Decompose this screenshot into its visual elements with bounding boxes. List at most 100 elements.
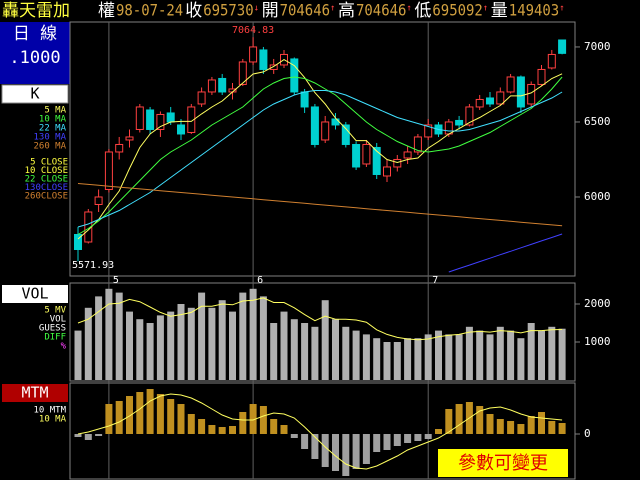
bar (167, 311, 175, 380)
candle-body (362, 143, 371, 165)
candle-body (393, 158, 402, 168)
candle-body (424, 124, 433, 138)
period-box (0, 22, 70, 84)
candle-body (413, 136, 422, 153)
legend-entry: 10 MA (39, 115, 67, 125)
bar (414, 434, 422, 441)
candle-body (310, 106, 319, 145)
bar (95, 296, 103, 380)
y-tick-label: 1000 (584, 335, 611, 348)
candle-body (197, 91, 206, 105)
candle-body (496, 91, 505, 105)
legend-entry: % (61, 342, 67, 352)
bar (404, 338, 412, 380)
bar (352, 330, 360, 380)
ma-line (77, 76, 563, 235)
bar (311, 326, 319, 380)
close-label: 5 CLOSE (30, 158, 68, 168)
header-name: 轟天雷加 (2, 1, 70, 21)
candle-body (558, 39, 567, 54)
candle-body (218, 77, 227, 93)
bar (177, 404, 185, 434)
header-mark: ↑ (559, 4, 564, 14)
bar (538, 330, 545, 380)
header-label: 量 (491, 1, 508, 21)
legend-entry: 130 MA (33, 133, 66, 143)
candle-body (94, 196, 103, 205)
y-tick-label: 6000 (584, 190, 611, 203)
legend-entry: 22 MA (39, 124, 67, 134)
bar (424, 334, 432, 380)
bar (280, 311, 288, 380)
bar (115, 401, 123, 434)
candle-body (516, 76, 525, 108)
header-mark: ↑ (483, 4, 488, 14)
candle-body (465, 106, 474, 126)
legend-entry: 10 MA (39, 415, 67, 425)
bar (208, 425, 216, 434)
bar (393, 434, 401, 446)
header-mark: ↑ (330, 4, 335, 14)
candle-body (455, 119, 464, 126)
bar (229, 426, 236, 434)
bar (538, 412, 545, 434)
bar (105, 404, 113, 434)
bar (332, 319, 339, 380)
bar (465, 326, 473, 380)
panel-title: VOL (21, 285, 48, 303)
candle-body (547, 53, 556, 69)
vol-box (2, 285, 68, 303)
bar (455, 404, 463, 434)
legend-entry: 5 MA (44, 106, 66, 116)
candle-body (383, 166, 391, 177)
candle-body (352, 143, 361, 168)
bar (74, 434, 82, 437)
bar (177, 304, 185, 380)
bar (548, 326, 556, 380)
bar (373, 338, 381, 380)
bar (548, 421, 556, 434)
header-label: 開 (262, 1, 279, 21)
bar (321, 434, 329, 467)
candle-body (486, 97, 494, 105)
candle-body (104, 151, 113, 190)
ma-line (77, 90, 563, 228)
bar (342, 434, 350, 476)
header-label: 收 (185, 1, 202, 21)
candle-body (475, 98, 484, 108)
bar (362, 334, 370, 380)
x-tick-label: 5 (113, 275, 119, 286)
bar (198, 419, 206, 434)
bar (146, 323, 154, 380)
legend-entry: 10 MTM (33, 406, 66, 416)
bar (476, 330, 484, 380)
bar (167, 399, 175, 434)
mtm-frame (69, 382, 576, 480)
candle-body (331, 118, 340, 126)
bar (146, 389, 154, 434)
candle-body (146, 109, 155, 130)
bar (198, 292, 206, 380)
candle-body (259, 49, 268, 70)
bar (486, 334, 494, 380)
ma-line (77, 393, 563, 470)
bar (95, 434, 103, 436)
bar (156, 394, 164, 434)
vol-frame (69, 282, 576, 382)
bar (558, 423, 566, 434)
bar (352, 434, 360, 469)
bar (84, 307, 92, 380)
bar (496, 419, 504, 434)
x-tick-label: 7 (432, 275, 438, 286)
legend-entry: DIFF (44, 333, 66, 343)
bar (527, 416, 535, 434)
candle-body (527, 83, 536, 105)
bar (249, 404, 257, 434)
bar (383, 434, 391, 450)
candle-body (537, 68, 546, 85)
bar (239, 412, 247, 434)
bar (424, 434, 432, 439)
close-label: 10 CLOSE (25, 166, 68, 176)
bar (208, 307, 216, 380)
